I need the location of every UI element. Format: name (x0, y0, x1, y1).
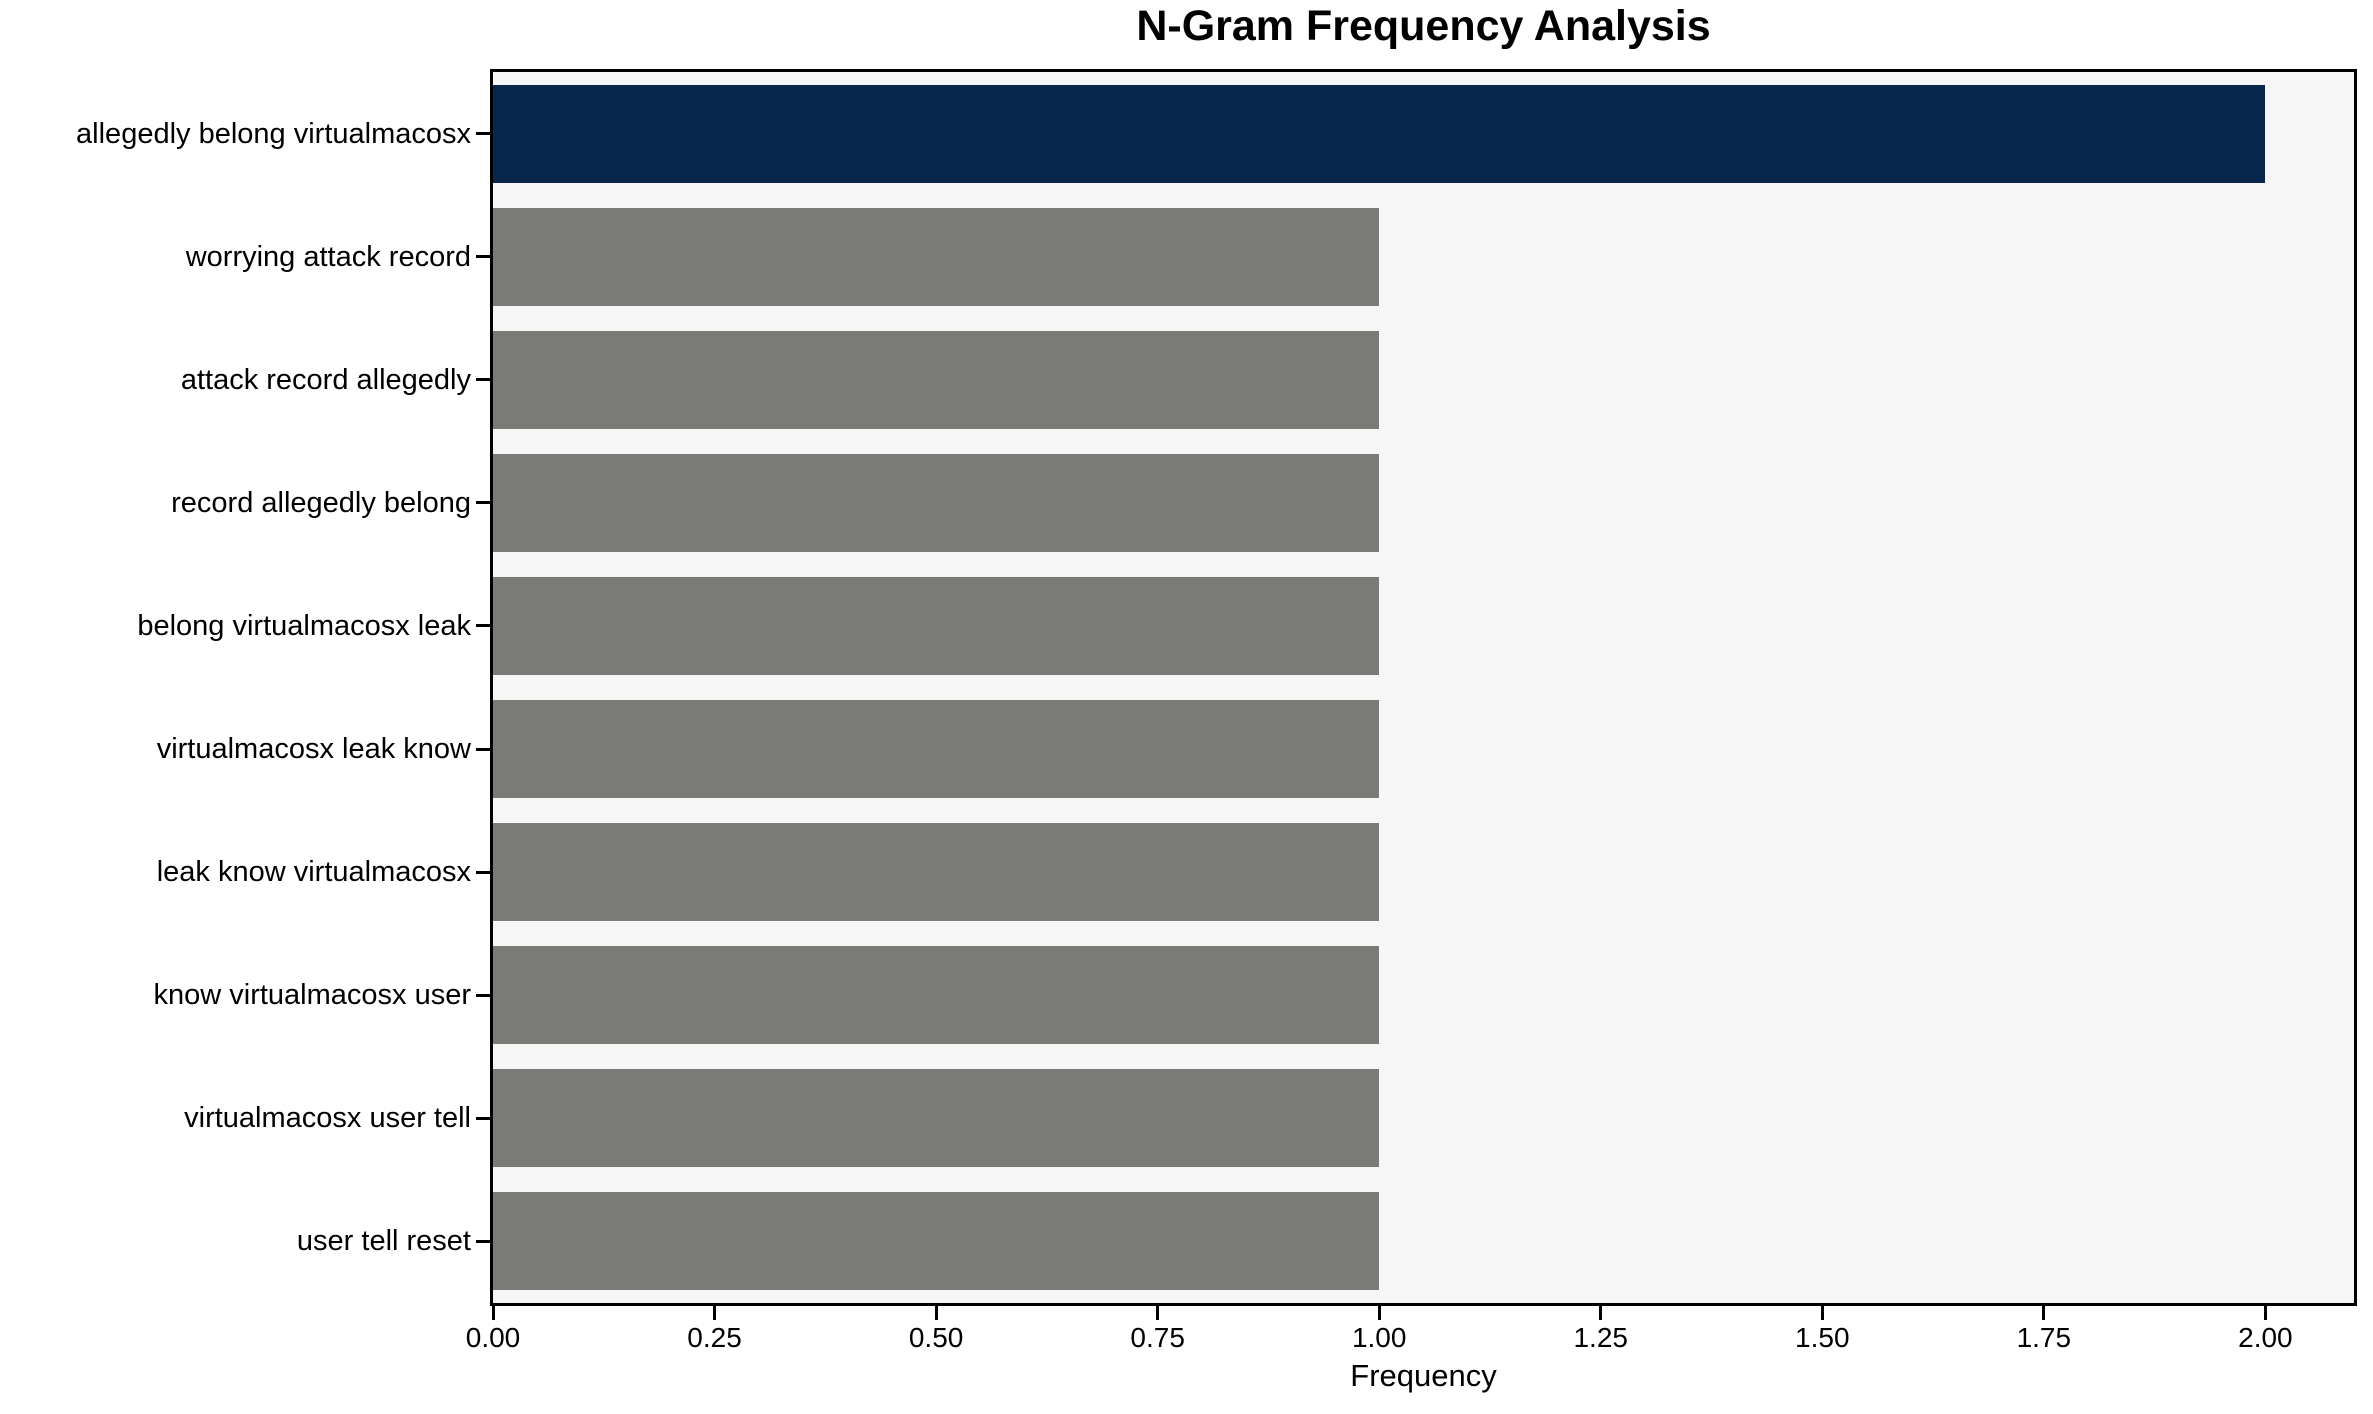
y-tick-mark (476, 624, 490, 628)
x-tick-mark (2042, 1306, 2046, 1320)
x-tick-mark (2263, 1306, 2267, 1320)
x-tick-mark (1377, 1306, 1381, 1320)
y-tick-label: belong virtualmacosx leak (137, 609, 471, 642)
y-tick-label: virtualmacosx leak know (156, 733, 471, 766)
bar (493, 453, 1380, 552)
bar (493, 207, 1380, 306)
bar (493, 1192, 1380, 1291)
bar (493, 700, 1380, 799)
bar (493, 330, 1380, 429)
x-axis-label: Frequency (1350, 1358, 1497, 1393)
y-tick-mark (476, 501, 490, 505)
y-tick-label: attack record allegedly (180, 363, 471, 396)
x-tick-label: 2.00 (2238, 1322, 2293, 1353)
y-tick-label: allegedly belong virtualmacosx (76, 117, 471, 150)
y-tick-label: leak know virtualmacosx (156, 856, 471, 889)
x-tick-mark (934, 1306, 938, 1320)
y-tick-mark (476, 747, 490, 751)
plot-area (490, 69, 2357, 1306)
x-tick-mark (1820, 1306, 1824, 1320)
x-tick-label: 0.00 (465, 1322, 521, 1353)
x-tick-mark (1156, 1306, 1160, 1320)
x-tick-mark (713, 1306, 717, 1320)
bar (493, 84, 2266, 183)
x-tick-label: 1.00 (1351, 1322, 1407, 1353)
bar (493, 576, 1380, 675)
x-tick-label: 0.50 (908, 1322, 964, 1353)
bar (493, 823, 1380, 922)
chart-title: N-Gram Frequency Analysis (1136, 2, 1711, 50)
y-tick-label: record allegedly belong (171, 486, 471, 519)
y-tick-mark (476, 132, 490, 136)
x-tick-label: 0.75 (1130, 1322, 1185, 1353)
y-tick-mark (476, 378, 490, 382)
y-tick-mark (476, 993, 490, 997)
x-tick-label: 0.25 (687, 1322, 742, 1353)
x-tick-mark (491, 1306, 495, 1320)
y-tick-label: user tell reset (296, 1225, 471, 1258)
y-tick-mark (476, 1116, 490, 1120)
x-tick-label: 1.75 (2016, 1322, 2072, 1353)
bar (493, 946, 1380, 1045)
x-tick-label: 1.50 (1795, 1322, 1850, 1353)
bar (493, 1069, 1380, 1168)
y-tick-label: know virtualmacosx user (153, 979, 472, 1012)
x-tick-label: 1.25 (1573, 1322, 1628, 1353)
y-tick-label: worrying attack record (185, 240, 471, 273)
y-tick-mark (476, 1239, 490, 1243)
x-tick-mark (1599, 1306, 1603, 1320)
y-tick-mark (476, 255, 490, 259)
y-tick-label: virtualmacosx user tell (184, 1102, 471, 1135)
y-tick-mark (476, 870, 490, 874)
